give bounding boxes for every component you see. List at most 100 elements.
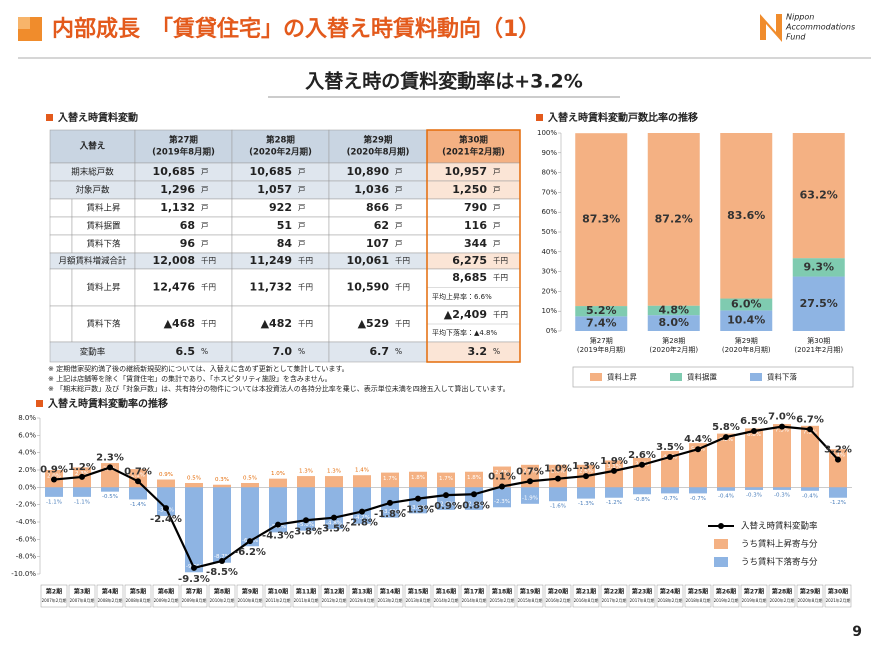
bar xyxy=(213,484,231,488)
bar-value-label: 87.2% xyxy=(655,212,693,225)
bar xyxy=(325,476,343,488)
cell-value: 1,250 xyxy=(452,183,487,196)
line-marker xyxy=(499,483,505,490)
x-tick-sublabel: 2020年2月期 xyxy=(770,597,795,603)
x-tick-sublabel: (2021年2月期) xyxy=(794,345,843,354)
line-marker xyxy=(51,476,57,483)
category-box xyxy=(460,584,488,608)
cell-value: 11,732 xyxy=(250,281,292,294)
cell-unit: % xyxy=(395,347,402,356)
category-box xyxy=(152,584,180,608)
bar-value-label: 2.6% xyxy=(523,468,537,474)
x-tick-sublabel: 2016年8月期 xyxy=(574,597,599,603)
y-tick-label: -2.0% xyxy=(16,501,37,509)
x-tick-label: 第2期 xyxy=(45,588,62,596)
row-label: 賃料下落 xyxy=(86,319,121,330)
bar xyxy=(661,450,679,488)
x-tick-sublabel: 2018年8月期 xyxy=(686,597,711,603)
line-marker xyxy=(219,558,225,564)
line-value-label: -0.8% xyxy=(458,500,490,511)
line-marker xyxy=(107,464,113,471)
cell-value: 116 xyxy=(464,219,487,232)
bar-value-label: -3.0% xyxy=(410,505,426,511)
bar-segment xyxy=(575,306,628,317)
category-box xyxy=(264,584,292,608)
bar-segment xyxy=(792,133,845,259)
header-cell xyxy=(231,129,330,164)
cell-note: 平均下落率：▲4.8% xyxy=(432,328,498,337)
cell-value: 1,296 xyxy=(160,183,195,196)
bar-value-label: 2.6% xyxy=(551,468,565,474)
row-label: 変動率 xyxy=(80,347,106,358)
line-value-label: 2.3% xyxy=(96,452,124,463)
cell-unit: 千円 xyxy=(493,255,508,265)
cell-value: 8,685 xyxy=(452,271,487,284)
highlight-column xyxy=(426,129,521,363)
bar xyxy=(605,460,623,488)
line-marker xyxy=(667,454,673,460)
x-tick-label: 第29期 xyxy=(799,588,820,596)
bar xyxy=(185,487,203,573)
header-text: (2019年8月期) xyxy=(152,147,215,158)
bar xyxy=(745,487,763,490)
category-box xyxy=(124,584,152,608)
header-text: 第27期 xyxy=(168,135,198,146)
cell-value: 10,890 xyxy=(347,165,390,178)
header-title: 内部成長 「賃貸住宅」の入替え時賃料動向（1） xyxy=(52,16,540,42)
header-cell xyxy=(49,129,136,164)
category-box xyxy=(376,584,404,608)
bar-value-label: -0.4% xyxy=(718,493,734,499)
bar xyxy=(269,478,287,488)
y-tick-label: -4.0% xyxy=(16,518,37,526)
bar-value-label: 2.6% xyxy=(579,468,593,474)
y-tick-label: 30% xyxy=(541,268,557,276)
legend-swatch xyxy=(750,373,762,381)
line-value-label: -2.8% xyxy=(346,518,378,529)
x-tick-sublabel: 2008年8月期 xyxy=(126,597,151,603)
cell-unit: 戸 xyxy=(395,239,403,248)
label-spacer xyxy=(49,305,73,343)
x-tick-sublabel: (2020年2月期) xyxy=(649,345,698,354)
cell-unit: 千円 xyxy=(395,282,410,292)
bar-value-label: -1.6% xyxy=(550,504,566,510)
bar-value-label: 87.3% xyxy=(582,213,620,226)
y-tick-label: 8.0% xyxy=(18,414,36,422)
x-tick-label: 第6期 xyxy=(157,588,174,596)
x-tick-label: 第3期 xyxy=(73,588,90,596)
cell-value: 922 xyxy=(269,201,292,214)
bar-segment xyxy=(647,315,700,331)
bar-value-label: 7.4% xyxy=(586,317,617,330)
line-marker xyxy=(331,514,337,521)
row-label: 対象戸数 xyxy=(75,185,110,196)
x-tick-sublabel: 2013年2月期 xyxy=(378,597,403,603)
category-box xyxy=(824,584,852,608)
line-marker xyxy=(611,467,617,474)
x-tick-sublabel: 2014年8月期 xyxy=(462,597,487,603)
x-tick-label: 第18期 xyxy=(491,588,512,596)
x-tick-label: 第24期 xyxy=(659,588,680,596)
line-marker xyxy=(527,478,533,485)
bar xyxy=(73,487,91,497)
bar xyxy=(241,487,259,547)
x-tick-sublabel: 2010年8月期 xyxy=(238,597,263,603)
category-box xyxy=(208,584,236,608)
bar-value-label: -4.8% xyxy=(326,520,342,526)
bar-value-label: -0.3% xyxy=(774,492,790,498)
bar xyxy=(129,487,147,500)
bar-value-label: 1.4% xyxy=(355,468,369,474)
bar xyxy=(689,443,707,488)
line-marker xyxy=(695,446,701,453)
logo-text: Fund xyxy=(786,33,806,42)
x-tick-sublabel: (2019年8月期) xyxy=(577,345,626,354)
cell-unit: 戸 xyxy=(298,221,306,230)
bar-value-label: 10.4% xyxy=(727,314,765,327)
cell-unit: 千円 xyxy=(298,282,313,292)
line-marker xyxy=(135,478,141,485)
legend-marker xyxy=(718,523,724,529)
x-tick-label: 第7期 xyxy=(185,588,202,596)
x-tick-sublabel: 2012年8月期 xyxy=(350,597,375,603)
cell-unit: 戸 xyxy=(298,203,306,212)
y-tick-label: 6.0% xyxy=(18,431,36,439)
bar xyxy=(157,479,175,488)
